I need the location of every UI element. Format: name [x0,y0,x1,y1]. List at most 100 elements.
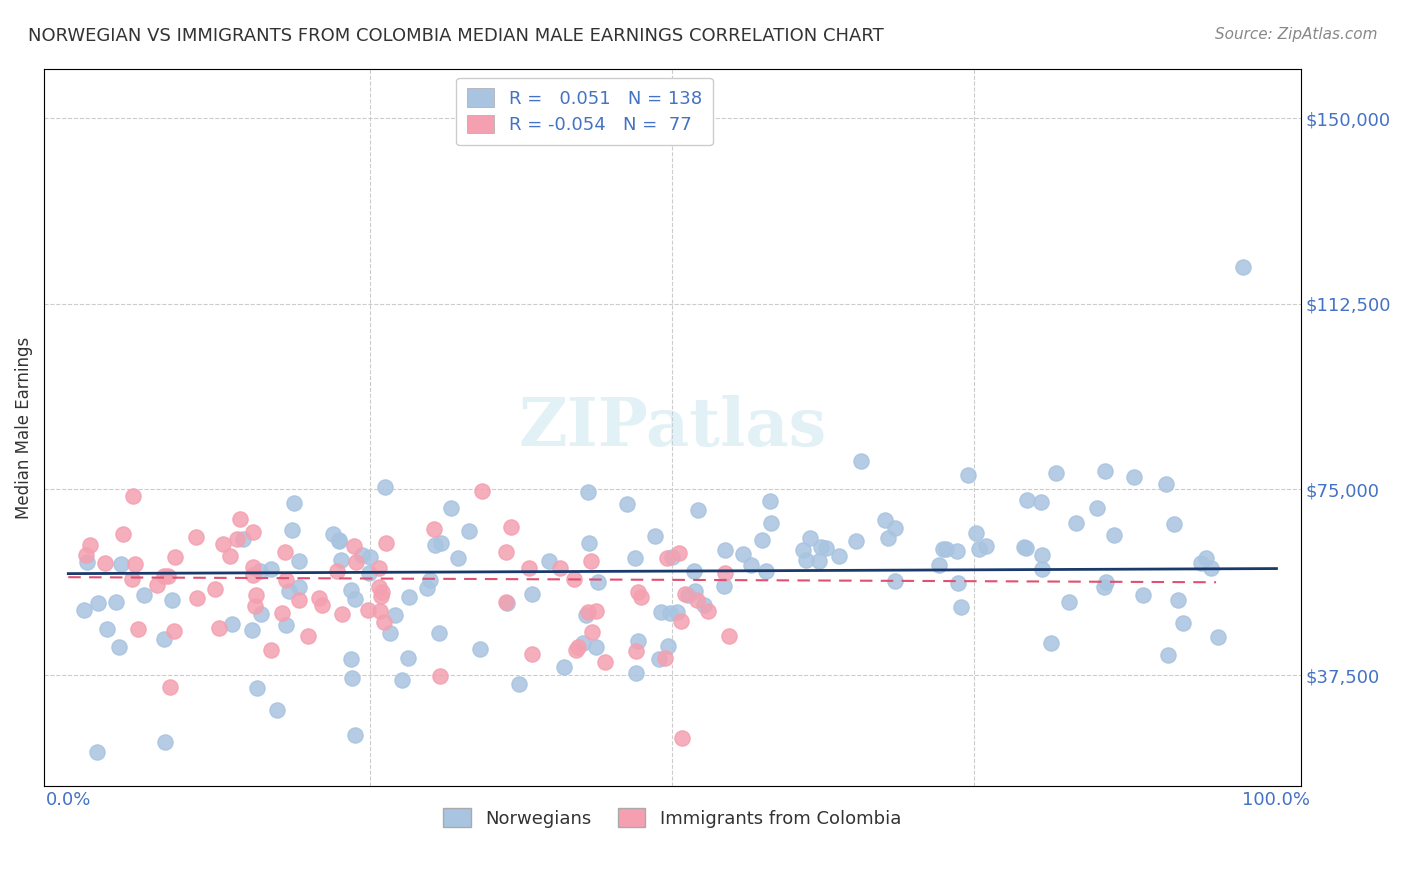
Point [260,642,283,657]
Point [343,591,366,606]
Point [755,565,778,579]
Point [1163,517,1185,532]
Point [686,592,709,607]
Point [828,549,851,564]
Point [644,529,666,543]
Point [249,607,271,622]
Point [799,532,821,546]
Point [873,513,896,527]
Point [342,671,364,685]
Point [807,553,830,567]
Point [945,544,967,558]
Point [578,536,600,550]
Point [297,629,319,643]
Point [326,565,349,579]
Point [328,533,350,548]
Point [429,669,451,683]
Point [627,633,650,648]
Point [693,598,716,612]
Point [458,524,481,539]
Point [759,516,782,530]
Point [419,573,441,587]
Point [281,523,304,537]
Point [112,526,135,541]
Point [626,644,648,658]
Point [225,532,247,546]
Point [1092,580,1115,594]
Point [668,546,690,560]
Point [714,543,737,558]
Point [343,728,366,742]
Point [588,575,610,590]
Point [1095,575,1118,590]
Point [565,643,588,657]
Point [974,539,997,553]
Point [499,520,522,534]
Point [935,542,957,557]
Point [1132,588,1154,602]
Point [163,550,186,565]
Point [650,605,672,619]
Point [553,659,575,673]
Point [751,533,773,547]
Point [152,632,174,646]
Point [204,582,226,597]
Point [845,533,868,548]
Point [572,636,595,650]
Point [75,549,97,563]
Point [229,512,252,526]
Point [370,584,392,599]
Point [1094,464,1116,478]
Point [688,503,710,517]
Point [186,591,208,605]
Point [654,651,676,665]
Point [330,607,353,622]
Point [246,681,269,695]
Point [274,545,297,559]
Point [357,602,380,616]
Point [1189,556,1212,570]
Point [146,577,169,591]
Point [423,538,446,552]
Point [212,537,235,551]
Point [496,596,519,610]
Point [330,553,353,567]
Point [221,617,243,632]
Point [627,585,650,599]
Point [260,561,283,575]
Point [562,572,585,586]
Point [1031,548,1053,562]
Point [398,590,420,604]
Point [87,596,110,610]
Point [956,467,979,482]
Point [245,588,267,602]
Point [132,588,155,602]
Point [657,640,679,654]
Point [624,665,647,680]
Point [967,541,990,556]
Point [157,569,180,583]
Point [121,489,143,503]
Point [495,545,517,559]
Point [661,549,683,564]
Point [1057,595,1080,609]
Point [794,552,817,566]
Point [105,595,128,609]
Point [163,624,186,638]
Point [1154,477,1177,491]
Point [1064,516,1087,531]
Point [277,583,299,598]
Point [1157,648,1180,662]
Point [647,651,669,665]
Point [340,652,363,666]
Point [576,605,599,619]
Point [792,543,814,558]
Point [374,536,396,550]
Point [671,731,693,745]
Point [153,735,176,749]
Point [340,583,363,598]
Point [657,551,679,566]
Point [380,626,402,640]
Point [121,572,143,586]
Point [287,580,309,594]
